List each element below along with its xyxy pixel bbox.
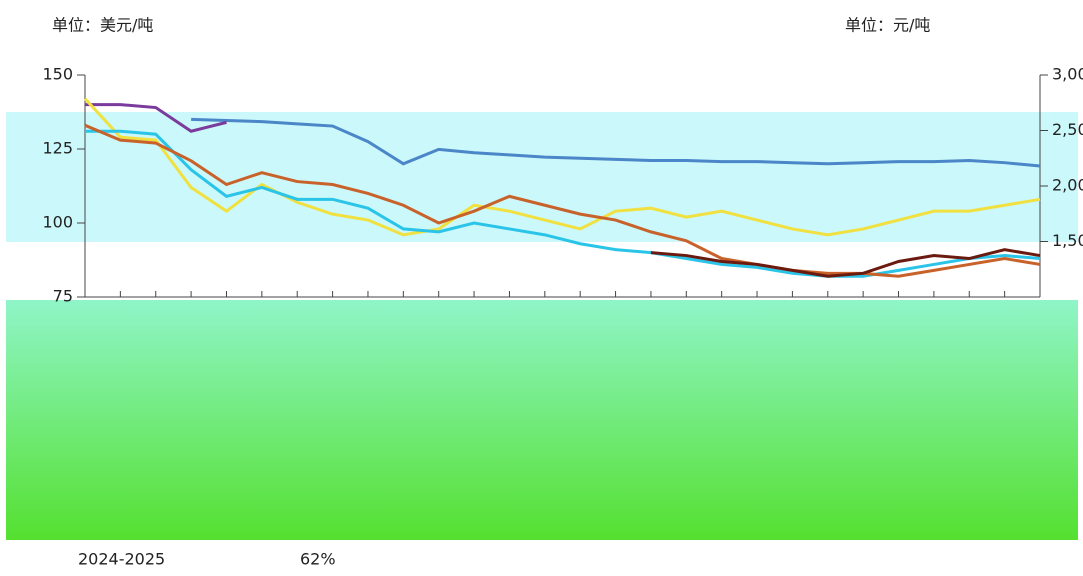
- y2-tick-label: 1,500: [1052, 231, 1083, 250]
- y2-tick-label: 3,000: [1052, 65, 1083, 84]
- series-line: [191, 117, 1041, 168]
- series-line: [650, 248, 1041, 278]
- left-unit: 单位：美元/吨: [52, 16, 153, 35]
- background-band: [6, 300, 1078, 540]
- series-line: [84, 123, 1041, 278]
- footer-text: 2024-2025: [78, 550, 165, 569]
- y2-tick-label: 2,500: [1052, 120, 1083, 139]
- series-line: [83, 97, 1041, 237]
- y-tick-label: 150: [42, 65, 73, 84]
- y-tick-label: 125: [42, 139, 73, 158]
- footer-text: 62%: [300, 550, 336, 569]
- background-band: [6, 112, 1078, 242]
- y2-tick-label: 2,000: [1052, 176, 1083, 195]
- y-tick-label: 100: [42, 213, 73, 232]
- series-line: [85, 103, 227, 133]
- y-tick-label: 75: [53, 287, 73, 306]
- right-unit: 单位：元/吨: [845, 16, 930, 35]
